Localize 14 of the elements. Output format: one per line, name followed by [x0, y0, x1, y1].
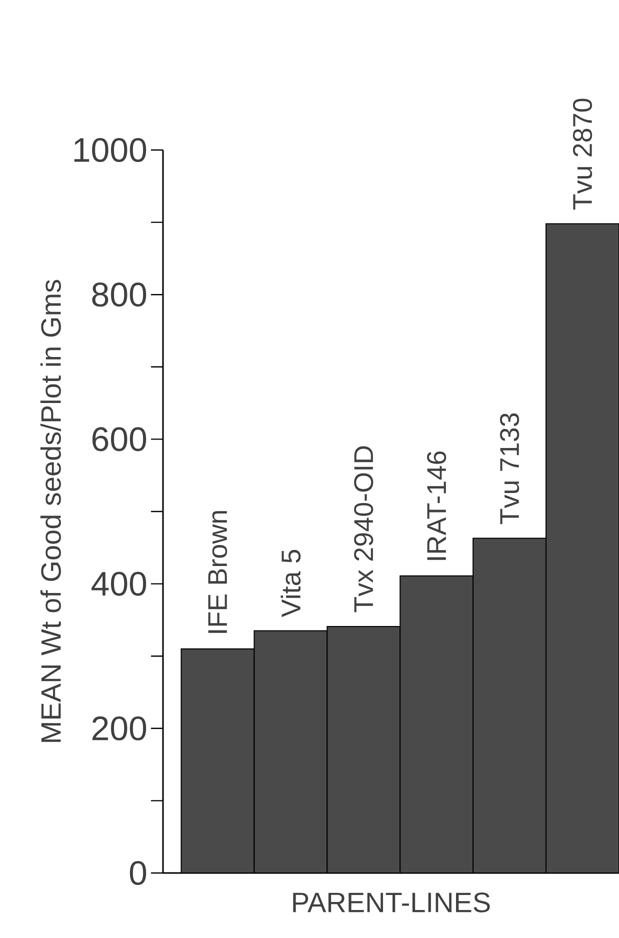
y-tick-label: 600	[92, 427, 146, 452]
y-tick-label: 0	[130, 860, 146, 886]
x-tick-label: IFE Brown	[208, 511, 228, 633]
y-tick-label: 400	[92, 572, 146, 596]
x-tick-label: Tvu 2870	[572, 98, 592, 210]
y-tick-label: 1000	[74, 138, 146, 162]
y-axis-title: MEAN Wt of Good seeds/Plot in Gms	[40, 280, 61, 742]
y-tick-label: 200	[92, 716, 146, 740]
x-tick-label: Tvu 7133	[500, 413, 520, 524]
x-tick-label: Vita 5	[280, 550, 301, 618]
x-tick-label: Tvx 2940-OID	[354, 446, 374, 612]
y-tick-label: 800	[92, 282, 146, 307]
x-tick-label: IRAT-146	[427, 451, 446, 560]
x-axis-title: PARENT-LINES	[293, 892, 490, 912]
